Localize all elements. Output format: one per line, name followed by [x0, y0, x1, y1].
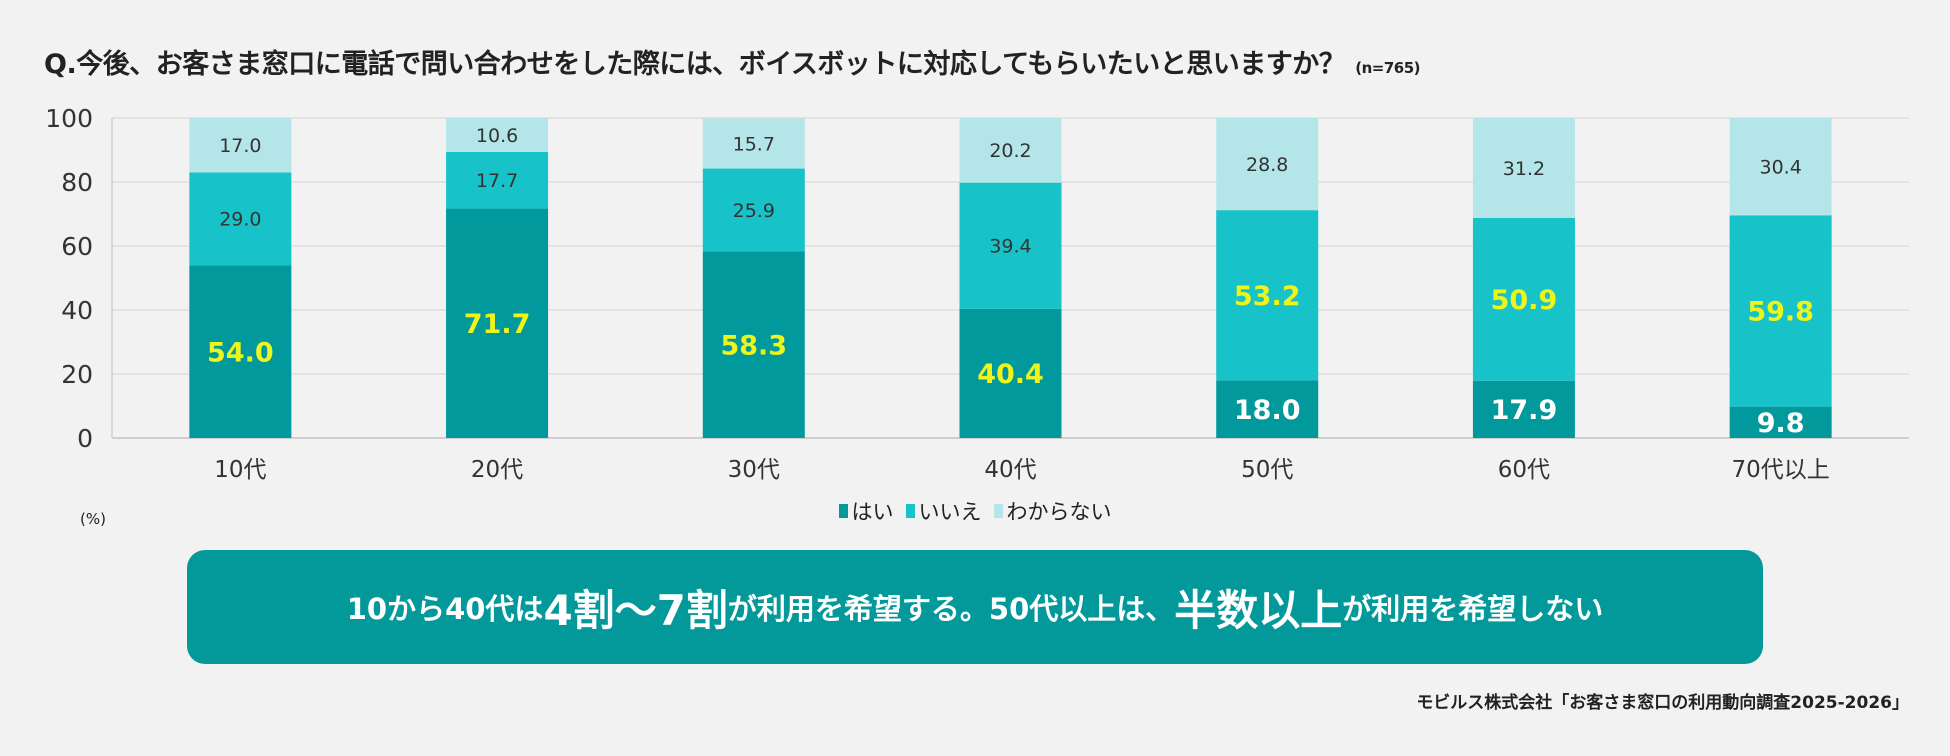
legend-swatch	[838, 504, 848, 518]
legend-swatch	[993, 504, 1003, 518]
data-label: 20.2	[989, 140, 1031, 162]
bar-segment	[1729, 406, 1832, 438]
data-label: 17.0	[219, 135, 261, 157]
legend-label: わからない	[1006, 500, 1112, 524]
data-label: 53.2	[1234, 281, 1301, 312]
data-label: 71.7	[464, 309, 531, 340]
data-label: 40.4	[977, 359, 1044, 390]
summary-banner: 10から40代は 4割〜7割 が利用を希望する。50代以上は、 半数以上 が利用を希望し…	[187, 550, 1763, 664]
bar-segment	[1472, 217, 1575, 381]
data-label: 29.0	[219, 209, 261, 231]
bar-segment	[1729, 215, 1832, 407]
bar-segment	[1729, 118, 1832, 216]
x-tick-label: 70代以上	[1732, 457, 1830, 483]
data-label: 39.4	[989, 236, 1031, 258]
bar-segment	[959, 182, 1062, 309]
bar-segment	[959, 118, 1062, 183]
y-tick-label: 20	[61, 360, 93, 389]
bar-segment	[702, 251, 805, 438]
legend: はい いいえ わからない	[0, 496, 1950, 526]
legend-label: はい	[851, 500, 894, 524]
x-tick-label: 50代	[1241, 457, 1293, 483]
legend-item: いいえ	[905, 496, 982, 526]
question-text: Q.今後、お客さま窓口に電話で問い合わせをした際には、ボイスボットに対応してもら…	[44, 49, 1346, 80]
stacked-bar-chart: 0 20 40 60 80 100 54.0 29.0 17.0 10代 71.7 17.7 10.6 2…	[45, 104, 1909, 483]
sample-size: (n=765)	[1355, 59, 1421, 77]
bar-segment	[1216, 380, 1319, 438]
banner-text-3: が利用を希望しない	[1342, 592, 1604, 626]
x-tick-label: 40代	[984, 457, 1036, 483]
bar-segment	[702, 168, 805, 252]
data-label: 30.4	[1759, 156, 1801, 178]
data-label: 58.3	[720, 330, 787, 361]
x-tick-label: 60代	[1498, 457, 1550, 483]
x-tick-label: 30代	[728, 457, 780, 483]
data-label: 17.7	[476, 170, 518, 192]
banner-text-1: 10から40代は	[346, 592, 544, 626]
bar-segment	[446, 151, 549, 209]
bar-segment	[1216, 118, 1319, 211]
x-tick-label: 10代	[214, 457, 266, 483]
legend-swatch	[905, 504, 915, 518]
data-label: 28.8	[1246, 154, 1288, 176]
y-tick-label: 80	[61, 168, 93, 197]
x-tick-label: 20代	[471, 457, 523, 483]
y-tick-label: 100	[45, 104, 93, 133]
chart-title: Q.今後、お客さま窓口に電話で問い合わせをした際には、ボイスボットに対応してもら…	[44, 42, 1421, 81]
bar-segment	[446, 208, 549, 438]
bar-segment	[446, 118, 549, 152]
banner-emphasis-1: 4割〜7割	[543, 585, 728, 635]
data-label: 18.0	[1234, 395, 1301, 426]
data-label: 25.9	[733, 200, 775, 222]
data-label: 31.2	[1503, 158, 1545, 180]
bar-segment	[959, 308, 1062, 438]
bar-segment	[1472, 118, 1575, 218]
legend-label: いいえ	[918, 500, 982, 524]
data-label: 10.6	[476, 125, 518, 147]
bar-segment	[1216, 210, 1319, 381]
legend-item: わからない	[993, 496, 1112, 526]
banner-emphasis-2: 半数以上	[1174, 585, 1343, 635]
banner-text-2: が利用を希望する。50代以上は、	[727, 592, 1175, 626]
data-label: 59.8	[1747, 297, 1814, 328]
source-credit: モビルス株式会社「お客さま窓口の利用動向調査2025-2026」	[1416, 693, 1909, 713]
bar-segment	[702, 118, 805, 169]
bar-segment	[1472, 380, 1575, 438]
y-unit-label: (%)	[80, 510, 106, 528]
bar-segment	[189, 265, 292, 438]
bar-segment	[189, 172, 292, 266]
data-label: 15.7	[733, 133, 775, 155]
bar-segment	[189, 118, 292, 173]
data-label: 54.0	[207, 337, 274, 368]
y-tick-label: 0	[77, 424, 93, 453]
legend-item: はい	[838, 496, 894, 526]
y-tick-label: 60	[61, 232, 93, 261]
y-tick-label: 40	[61, 296, 93, 325]
data-label: 17.9	[1491, 395, 1558, 426]
data-label: 9.8	[1757, 408, 1805, 439]
data-label: 50.9	[1491, 285, 1558, 316]
